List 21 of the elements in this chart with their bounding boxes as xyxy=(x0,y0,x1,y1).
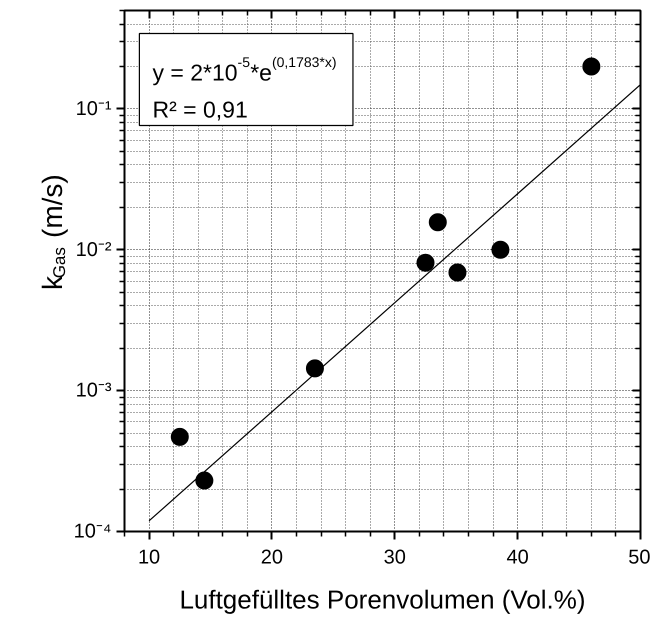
point xyxy=(170,428,189,446)
x-tick-label: 50 xyxy=(628,546,650,568)
x-axis-title: Luftgefülltes Porenvolumen (Vol.%) xyxy=(179,584,586,614)
point xyxy=(416,254,434,272)
point xyxy=(306,359,324,378)
point xyxy=(491,240,510,259)
x-tick-label: 10 xyxy=(138,546,160,568)
y-tick-label: 10⁻⁴ xyxy=(74,520,112,542)
y-tick-label: 10⁻² xyxy=(76,238,112,261)
point xyxy=(428,213,447,232)
point xyxy=(448,264,466,282)
x-tick-label: 40 xyxy=(506,546,529,568)
point xyxy=(195,472,214,490)
point xyxy=(582,58,600,76)
x-tick-label: 30 xyxy=(384,546,406,568)
y-axis-title: kGas (m/s) xyxy=(37,174,69,290)
annotation: R² = 0,91 xyxy=(152,96,248,122)
line-series xyxy=(148,84,640,522)
x-tick-label: 20 xyxy=(260,546,284,568)
y-tick-label: 10⁻¹ xyxy=(76,98,112,120)
y-tick-label: 10⁻³ xyxy=(76,380,112,402)
